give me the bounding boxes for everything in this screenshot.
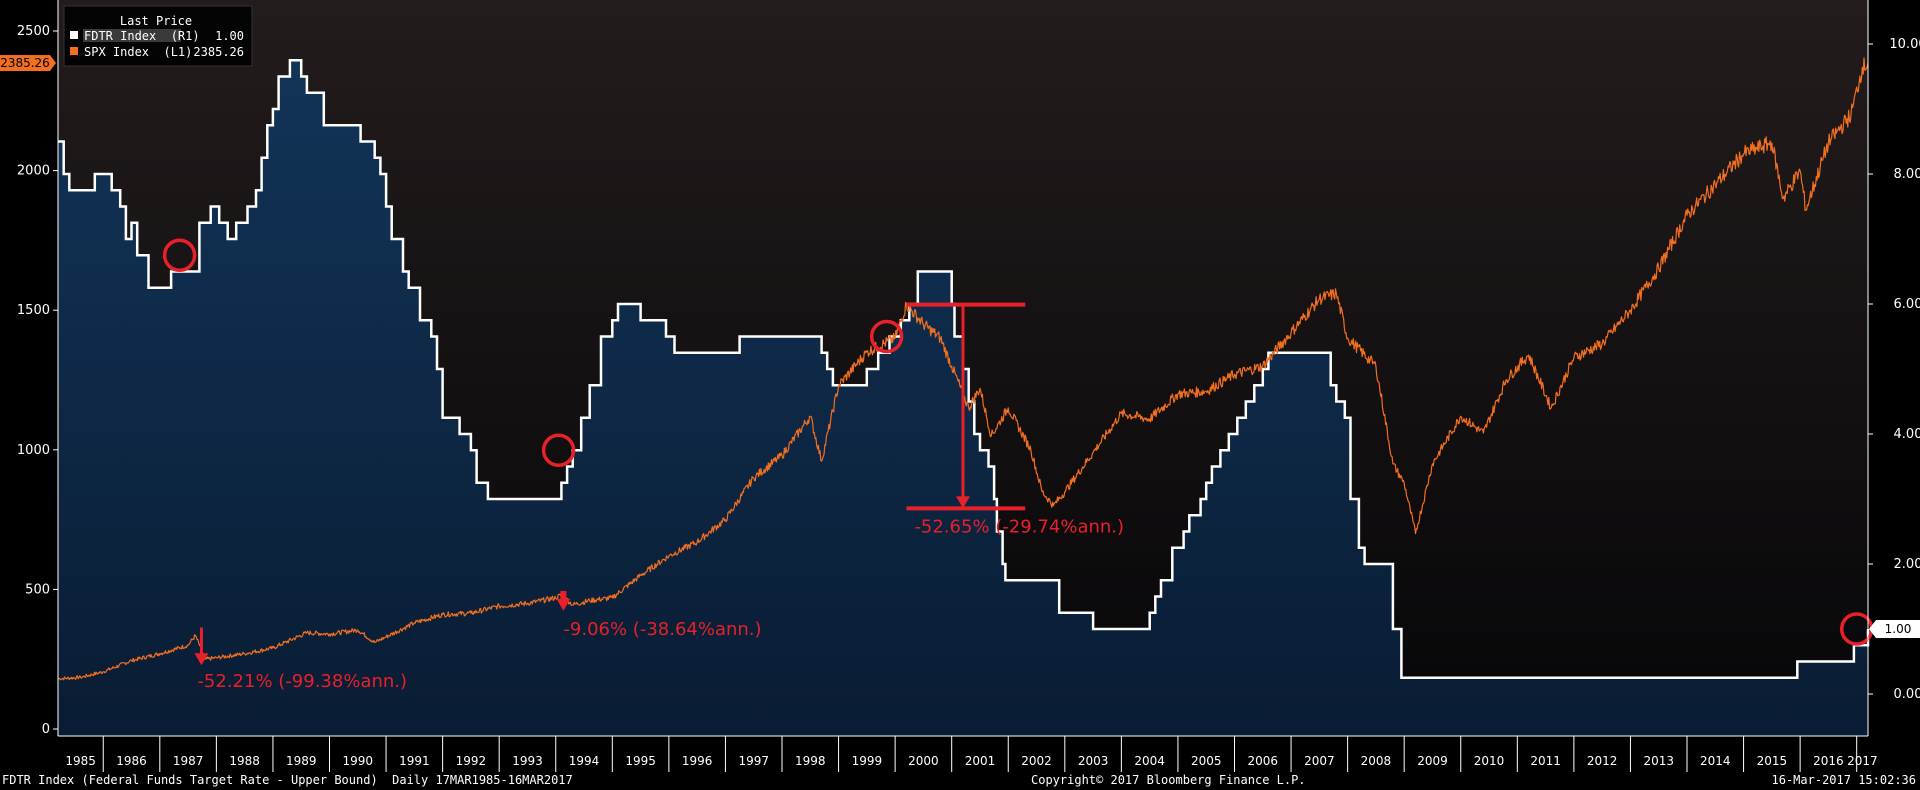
x-axis-year-label: 2002 (1021, 754, 1052, 768)
footer-timestamp: 16-Mar-2017 15:02:36 (1772, 773, 1917, 787)
x-axis-year-label: 2006 (1248, 754, 1279, 768)
right-last-price-tag (1869, 620, 1920, 638)
x-axis-year-label: 1993 (512, 754, 543, 768)
x-axis-year-label: 1989 (286, 754, 317, 768)
x-axis-year-label: 2007 (1304, 754, 1335, 768)
left-last-price-tag-pointer (50, 55, 56, 72)
x-axis-band (58, 736, 1868, 772)
x-axis-year-label: 1994 (569, 754, 600, 768)
annotation-2000-arrow-head (956, 496, 970, 509)
right-axis-tick-label: 4.00 (1894, 427, 1920, 442)
x-axis-year-label: 1987 (173, 754, 204, 768)
footer-copyright: Copyright© 2017 Bloomberg Finance L.P. (1031, 773, 1306, 787)
x-axis-year-label: 1985 (65, 754, 96, 768)
x-axis-year-label: 1986 (116, 754, 147, 768)
x-axis-year-label: 2005 (1191, 754, 1222, 768)
highlight-circle (162, 238, 197, 272)
legend-title: Last Price (120, 14, 192, 28)
right-axis-tick-label: 6.00 (1894, 297, 1920, 312)
left-axis-tick-label: 2500 (17, 24, 50, 39)
x-axis-year-label: 1998 (795, 754, 826, 768)
x-axis-year-label: 2013 (1643, 754, 1674, 768)
annotation-1987-label: -52.21% (-99.38%ann.) (197, 671, 407, 692)
annotation-layer: -52.21% (-99.38%ann.) -9.06% (-38.64%ann.… (162, 238, 1874, 692)
x-axis-year-label: 1995 (625, 754, 656, 768)
x-axis-year-label: 2012 (1587, 754, 1618, 768)
annotation-1994-arrow-head (556, 598, 571, 611)
left-axis-tick-label: 1000 (17, 443, 50, 458)
left-axis-tick-label: 0 (42, 722, 50, 737)
legend-swatch-spx (70, 47, 78, 55)
x-axis-year-label: 2015 (1757, 754, 1788, 768)
x-axis-year-label: 2009 (1417, 754, 1448, 768)
left-axis-tick-label: 1500 (17, 303, 50, 318)
highlight-circle (869, 319, 904, 354)
x-axis-year-label: 1999 (852, 754, 883, 768)
legend-value-fdtr: 1.00 (215, 29, 244, 43)
x-axis-year-label: 1997 (738, 754, 769, 768)
highlight-circle (541, 433, 576, 467)
legend-swatch-fdtr (70, 31, 78, 39)
axes-layer: 2500 2000 1500 1000 500 0 2385.26 10.00 8.00 6.00… (0, 0, 1920, 772)
right-last-price-label: 1.00 (1885, 622, 1912, 636)
annotation-2000-label: -52.65% (-29.74%ann.) (914, 516, 1124, 537)
legend-label-fdtr: FDTR Index (R1) (84, 29, 200, 43)
right-axis-tick-label: 10.00 (1889, 37, 1920, 52)
left-axis-tick-label: 500 (25, 582, 50, 597)
x-axis-year-label: 2017 (1847, 754, 1878, 768)
x-axis-year-label: 1988 (229, 754, 260, 768)
x-axis-year-label: 2011 (1530, 754, 1561, 768)
legend: Last Price FDTR Index (R1) 1.00 SPX Inde… (63, 5, 253, 67)
x-axis-year-label: 2010 (1474, 754, 1505, 768)
x-axis-year-label: 1992 (456, 754, 487, 768)
left-last-price-label: 2385.26 (0, 56, 50, 70)
x-axis-year-label: 1996 (682, 754, 713, 768)
right-axis-tick-label: 2.00 (1894, 557, 1920, 572)
x-axis-year-label: 1990 (343, 754, 374, 768)
x-axis-year-label: 1991 (399, 754, 430, 768)
annotation-1994-label: -9.06% (-38.64%ann.) (563, 619, 761, 640)
x-axis-year-label: 2003 (1078, 754, 1109, 768)
x-axis-year-label: 2008 (1361, 754, 1392, 768)
legend-value-spx: 2385.26 (193, 45, 244, 59)
x-axis-year-label: 2014 (1700, 754, 1731, 768)
x-axis-year-label: 2004 (1134, 754, 1165, 768)
x-axis-year-label: 2016 (1813, 754, 1844, 768)
legend-label-spx: SPX Index (L1) (84, 45, 192, 59)
x-axis-year-label: 2001 (965, 754, 996, 768)
left-last-price-tag (0, 55, 50, 72)
right-axis-tick-label: 8.00 (1894, 167, 1920, 182)
footer-description: FDTR Index (Federal Funds Target Rate - … (2, 773, 573, 787)
annotation-1987-arrow-head (194, 653, 209, 666)
fdtr-line (58, 59, 1870, 680)
x-axis-year-label: 2000 (908, 754, 939, 768)
right-axis-tick-label: 0.00 (1894, 687, 1920, 702)
left-axis-tick-label: 2000 (17, 164, 50, 179)
legend-label-highlight (83, 29, 181, 42)
